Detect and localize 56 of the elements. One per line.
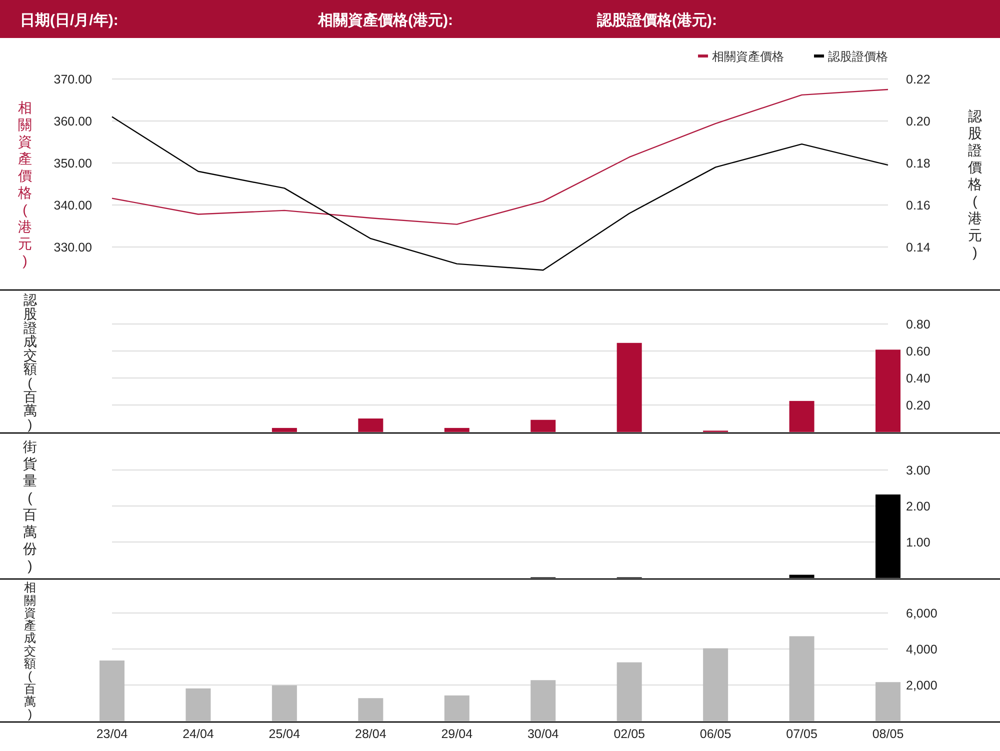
bar bbox=[272, 428, 297, 432]
y-tick-label: 0.60 bbox=[906, 344, 930, 358]
y-tick-label: 340.00 bbox=[54, 198, 92, 212]
y-tick-label: 0.20 bbox=[906, 398, 930, 412]
axis-title: 街貨量(百萬份) bbox=[23, 438, 37, 574]
bar bbox=[444, 695, 470, 721]
axis-title: 相關資產成交額(百萬) bbox=[24, 580, 36, 722]
y-tick-label: 0.80 bbox=[906, 318, 930, 332]
x-tick-label: 28/04 bbox=[355, 727, 386, 741]
y-tick-label: 370.00 bbox=[54, 72, 92, 86]
y-tick-label: 350.00 bbox=[54, 156, 92, 170]
x-tick-label: 29/04 bbox=[441, 727, 473, 741]
bar bbox=[272, 685, 297, 721]
x-tick-label: 07/05 bbox=[786, 727, 818, 741]
y-tick-label: 360.00 bbox=[54, 114, 92, 128]
axis-title: 認股證成交額(百萬) bbox=[24, 292, 36, 432]
bar bbox=[358, 418, 384, 432]
bar bbox=[186, 688, 211, 721]
x-tick-label: 08/05 bbox=[872, 727, 904, 741]
y2-tick-label: 0.22 bbox=[906, 72, 930, 86]
text: 日期(日/月/年): bbox=[20, 12, 118, 29]
bar bbox=[703, 648, 728, 721]
y-tick-label: 1.00 bbox=[906, 536, 930, 550]
legend-label: 認股證價格 bbox=[828, 50, 888, 64]
y-tick-label: 3.00 bbox=[906, 464, 930, 478]
x-tick-label: 25/04 bbox=[268, 727, 300, 741]
y-tick-label: 330.00 bbox=[54, 240, 92, 254]
bar bbox=[876, 350, 900, 432]
bar bbox=[876, 682, 900, 721]
y2-tick-label: 0.14 bbox=[906, 240, 930, 254]
bar bbox=[444, 428, 470, 432]
text: 認股證價格(港元): bbox=[596, 12, 717, 29]
bar bbox=[530, 680, 556, 721]
y-tick-label: 2.00 bbox=[906, 500, 930, 514]
y-tick-label: 4,000 bbox=[906, 642, 938, 656]
bar bbox=[100, 660, 124, 721]
y-tick-label: 6,000 bbox=[906, 606, 938, 620]
bar bbox=[358, 698, 384, 721]
legend-label: 相關資產價格 bbox=[712, 50, 784, 64]
y2-tick-label: 0.18 bbox=[906, 156, 930, 170]
y2-tick-label: 0.16 bbox=[906, 198, 930, 212]
x-tick-label: 23/04 bbox=[96, 727, 128, 741]
y-tick-label: 2,000 bbox=[906, 678, 938, 692]
text: 相關資產價格(港元): bbox=[317, 12, 453, 29]
bar bbox=[616, 342, 642, 432]
axis-title: 認股證價格(港元) bbox=[968, 108, 982, 260]
x-tick-label: 06/05 bbox=[700, 727, 732, 741]
x-tick-label: 30/04 bbox=[527, 727, 559, 741]
axis-title: 相關資產價格(港元) bbox=[18, 100, 32, 269]
bar bbox=[789, 400, 814, 432]
bar bbox=[616, 662, 642, 721]
x-tick-label: 24/04 bbox=[182, 727, 214, 741]
x-tick-label: 02/05 bbox=[614, 727, 646, 741]
bar bbox=[789, 636, 814, 721]
y-tick-label: 0.40 bbox=[906, 372, 930, 386]
bar bbox=[530, 420, 556, 432]
